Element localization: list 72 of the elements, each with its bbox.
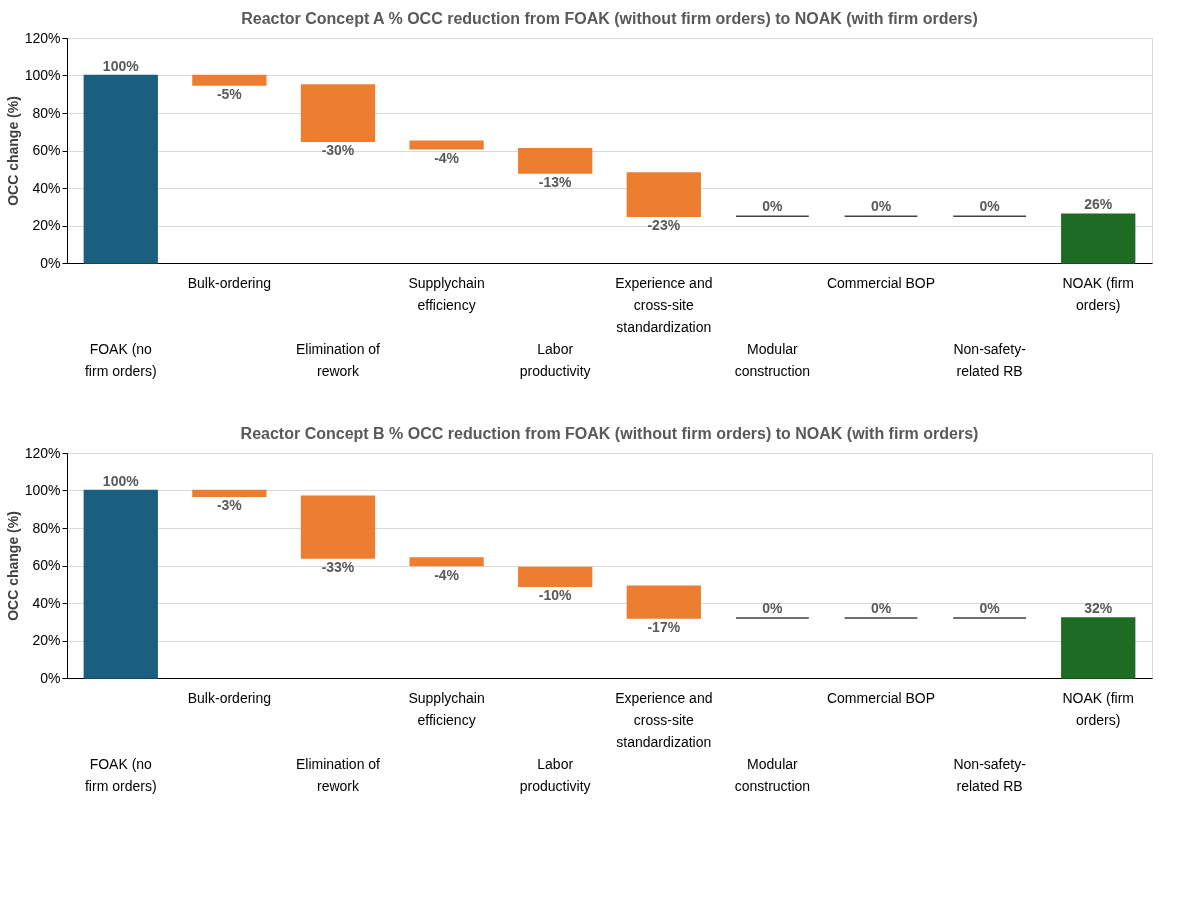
data-label: -4%	[434, 149, 460, 166]
bar	[626, 585, 701, 619]
x-tick-label: Experience and cross-site standardization	[615, 690, 713, 750]
y-tick-label: 40%	[32, 594, 61, 611]
bar	[83, 489, 158, 679]
data-label: 100%	[102, 57, 140, 74]
bar	[518, 147, 593, 174]
y-tick-label: 0%	[40, 669, 61, 686]
data-label: 0%	[762, 600, 784, 616]
chart-title: Reactor Concept A % OCC reduction from FOAK (without firm orders) to NOAK (with firm orders)	[241, 10, 978, 27]
y-tick-label: 100%	[24, 482, 61, 498]
bar	[192, 74, 267, 86]
data-label: -17%	[647, 619, 681, 635]
x-tick-label: NOAK (firm orders)	[1062, 275, 1135, 313]
x-tick-label: NOAK (firm orders)	[1062, 690, 1135, 728]
bar	[300, 495, 376, 559]
x-tick-label: Commercial BOP	[826, 690, 936, 706]
data-label: 0%	[870, 198, 892, 215]
bar	[1061, 617, 1136, 679]
bar	[409, 140, 484, 150]
y-axis-title: OCC change (%)	[4, 96, 21, 206]
bar	[518, 566, 593, 587]
data-label: 26%	[1084, 196, 1113, 213]
data-label: -33%	[321, 559, 355, 575]
bar	[409, 557, 484, 567]
x-tick-label: Labor productivity	[519, 756, 591, 794]
y-tick-label: 40%	[32, 179, 61, 196]
data-label: -30%	[321, 142, 355, 159]
chart-title: Reactor Concept B % OCC reduction from FOAK (without firm orders) to NOAK (with firm orders)	[240, 425, 979, 442]
x-tick-label: Elimination of rework	[295, 756, 381, 794]
x-tick-label: Modular construction	[734, 756, 811, 794]
y-tick-label: 80%	[32, 519, 61, 536]
x-tick-label: Bulk-ordering	[187, 690, 271, 706]
bar	[192, 489, 267, 497]
x-tick-label: Non-safety- related RB	[953, 341, 1027, 379]
x-tick-label: FOAK (no firm orders)	[84, 341, 157, 379]
x-tick-label: Supplychain efficiency	[408, 690, 485, 728]
data-label: -3%	[216, 497, 243, 514]
data-label: 0%	[870, 600, 892, 616]
x-tick-label: Bulk-ordering	[187, 275, 271, 291]
x-tick-label: Non-safety- related RB	[953, 756, 1027, 794]
data-label: -4%	[434, 566, 460, 583]
data-label: -5%	[216, 85, 243, 102]
x-tick-label: Experience and cross-site standardization	[615, 275, 713, 335]
x-tick-label: Commercial BOP	[826, 275, 936, 291]
y-axis-title: OCC change (%)	[4, 511, 21, 621]
y-tick-label: 100%	[24, 67, 61, 83]
y-tick-label: 20%	[32, 217, 61, 233]
data-label: 32%	[1084, 600, 1113, 616]
bar	[626, 172, 701, 217]
y-tick-label: 60%	[32, 557, 61, 573]
data-label: -10%	[538, 587, 573, 604]
data-label: 0%	[979, 600, 1001, 616]
y-tick-label: 20%	[32, 632, 61, 648]
data-label: 0%	[762, 198, 784, 215]
y-tick-label: 80%	[32, 104, 61, 121]
data-label: -13%	[538, 174, 573, 190]
data-label: 100%	[102, 472, 140, 489]
bar	[300, 84, 376, 142]
x-tick-label: Modular construction	[734, 341, 811, 379]
x-tick-label: FOAK (no firm orders)	[84, 756, 157, 794]
y-tick-label: 60%	[32, 142, 61, 158]
y-tick-label: 120%	[24, 29, 61, 46]
x-tick-label: Labor productivity	[519, 341, 591, 379]
bar	[83, 74, 158, 264]
x-tick-label: Supplychain efficiency	[408, 275, 485, 313]
data-label: 0%	[979, 198, 1001, 215]
bar	[1061, 213, 1136, 264]
data-label: -23%	[647, 217, 681, 234]
x-tick-label: Elimination of rework	[295, 341, 381, 379]
y-tick-label: 0%	[40, 254, 61, 271]
y-tick-label: 120%	[24, 444, 61, 461]
